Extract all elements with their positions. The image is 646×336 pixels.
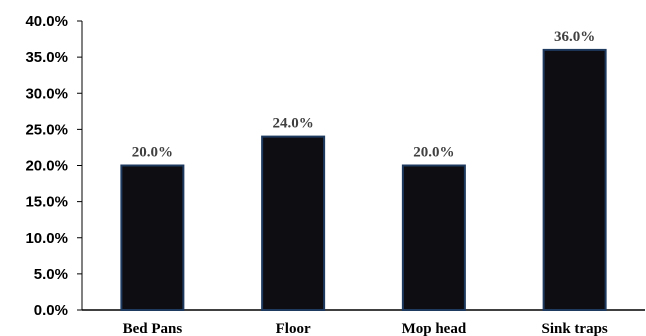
y-axis: 0.0% 5.0% 10.0% 15.0% 20.0% 25.0% 30.0% 35.0% 40… bbox=[25, 13, 83, 319]
y-tick-label: 35.0% bbox=[25, 49, 68, 66]
x-category-label: Sink traps bbox=[541, 321, 607, 336]
x-category-label: Floor bbox=[276, 321, 311, 336]
data-labels: 20.0% 24.0% 20.0% 36.0% bbox=[132, 29, 596, 161]
bar bbox=[120, 164, 185, 311]
bar bbox=[401, 164, 466, 311]
y-tick-label: 20.0% bbox=[25, 158, 68, 175]
bar bbox=[542, 48, 607, 312]
bars bbox=[120, 48, 607, 312]
y-tick-label: 15.0% bbox=[25, 194, 68, 211]
y-tick-label: 30.0% bbox=[25, 85, 68, 102]
y-tick-label: 40.0% bbox=[25, 13, 68, 30]
data-label: 20.0% bbox=[413, 145, 454, 161]
bar bbox=[261, 135, 326, 311]
y-tick-label: 5.0% bbox=[34, 266, 68, 283]
data-label: 36.0% bbox=[554, 29, 595, 45]
y-tick-label: 25.0% bbox=[25, 121, 68, 138]
x-category-label: Mop head bbox=[402, 321, 467, 336]
y-tick-label: 10.0% bbox=[25, 230, 68, 247]
x-category-label: Bed Pans bbox=[123, 321, 183, 336]
x-axis: Bed Pans Floor Mop head Sink traps bbox=[82, 309, 645, 336]
y-tick-label: 0.0% bbox=[34, 302, 68, 319]
data-label: 20.0% bbox=[132, 145, 173, 161]
data-label: 24.0% bbox=[273, 116, 314, 132]
